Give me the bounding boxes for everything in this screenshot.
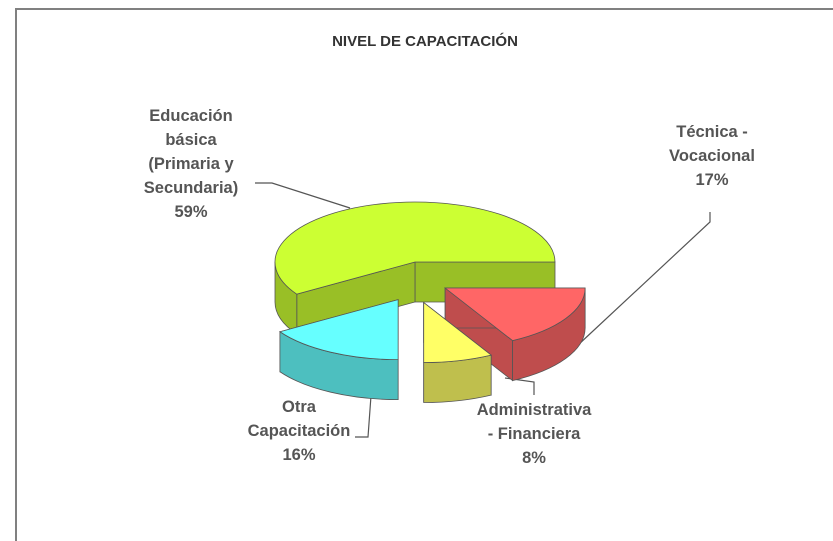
leader-line [255, 182, 351, 209]
category-label: Educación básica (Primaria y Secundaria) [143, 107, 239, 197]
pie-slice [423, 301, 493, 363]
leader-line [577, 212, 711, 346]
value-label: 16% [282, 446, 316, 464]
pie-slice [278, 299, 399, 361]
leader-line [355, 381, 373, 438]
category-label: Técnica - Vocacional [669, 123, 755, 165]
data-label: Otra Capacitación 16% [238, 395, 360, 467]
category-label: Administrativa - Financiera [476, 401, 592, 443]
value-label: 59% [174, 203, 208, 221]
pie-slice [274, 201, 556, 295]
pie-slice [443, 287, 586, 342]
chart-frame [15, 8, 833, 541]
data-label: Técnica - Vocacional 17% [652, 120, 772, 192]
value-label: 8% [522, 449, 546, 467]
chart-title: NIVEL DE CAPACITACIÓN [332, 33, 518, 50]
data-label: Administrativa - Financiera 8% [472, 398, 596, 470]
value-label: 17% [695, 171, 729, 189]
leader-line [504, 377, 535, 395]
data-label: Educación básica (Primaria y Secundaria)… [130, 104, 252, 224]
category-label: Otra Capacitación [247, 398, 351, 440]
